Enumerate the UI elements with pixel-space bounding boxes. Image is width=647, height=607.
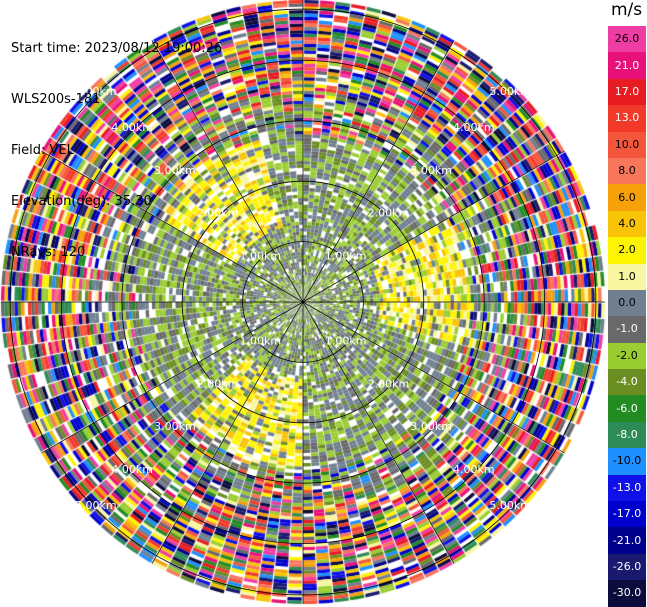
colorbar-segment: -4.0 [608,369,646,396]
colorbar-segment: 8.0 [608,157,646,185]
colorbar-tick-label: 6.0 [618,190,636,204]
range-ring-label: 4.00km [453,463,495,476]
azimuth-lines [1,0,605,604]
range-ring-label: 5.00km [75,499,117,512]
range-ring-label: 1.00km [325,249,367,262]
colorbar-tick-label: -8.0 [616,428,638,442]
range-ring-label: 4.00km [111,463,153,476]
colorbar-segment: 2.0 [608,237,646,264]
colorbar-tick-label: 10.0 [614,137,640,151]
range-ring-label: 2.00km [197,377,239,390]
colorbar-segment: -1.0 [608,316,646,343]
colorbar-segment: 26.0 [608,26,646,53]
colorbar-tick-label: -10.0 [612,454,642,468]
range-ring-label: 5.00km [75,85,117,98]
colorbar-tick-label: -6.0 [616,401,638,415]
colorbar-segment: 0.0 [608,289,646,317]
range-ring-label: 3.00km [410,164,452,177]
range-ring-label: 5.00km [489,85,531,98]
range-ring-labels: 1.00km 1.00km 1.00km 1.00km 2.00km 2.00km 2.00… [75,85,531,512]
colorbar-tick-label: 21.0 [614,58,640,72]
colorbar-tick-label: -26.0 [612,560,642,573]
instrument-name: WLS200s-181 [11,92,101,107]
colorbar-segment: 13.0 [608,105,646,132]
colorbar-segment: -2.0 [608,342,646,370]
range-ring-label: 1.00km [325,335,367,348]
range-ring-label: 3.00km [154,164,196,177]
range-ring-label: 4.00km [111,121,153,134]
colorbar-segment: 4.0 [608,210,646,238]
colorbar-tick-label: -2.0 [616,348,638,362]
colorbar-tick-label: 0.0 [618,296,636,310]
range-ring-label: 2.00km [368,207,410,220]
colorbar-tick-label: 26.0 [614,32,640,46]
range-ring-label: 4.00km [453,121,495,134]
range-ring-label: 1.00km [240,249,282,262]
colorbar-segment: 10.0 [608,131,646,158]
colorbar-tick-label: -1.0 [616,322,638,336]
velocity-colorbar: 26.0 21.0 17.0 13.0 10.0 8.0 6.0 4.0 2.0 1.0 0.0 -1… [608,26,647,607]
range-ring-label: 3.00km [410,420,452,433]
colorbar-segment: -8.0 [608,421,646,449]
range-ring-label: 3.00km [154,420,196,433]
colorbar-tick-label: -21.0 [612,533,642,547]
colorbar-tick-label: 1.0 [618,269,636,283]
colorbar-segment: -10.0 [608,448,646,475]
start-time: Start time: 2023/08/12 19:00:26 [11,41,223,56]
colorbar-segment: 21.0 [608,52,646,79]
colorbar-unit: m/s [611,0,643,20]
colorbar-tick-label: 4.0 [618,216,636,230]
field-name: Field: VEL [11,143,74,158]
azimuth-line [41,150,565,454]
colorbar-segment: 1.0 [608,263,646,290]
range-ring-label: 2.00km [368,377,410,390]
colorbar-segment: 17.0 [608,78,646,106]
range-ring-overlay: 1.00km 1.00km 1.00km 1.00km 2.00km 2.00km 2.00… [1,0,605,604]
colorbar-segment: -21.0 [608,527,646,554]
colorbar-segment: -17.0 [608,501,646,528]
colorbar-tick-label: 13.0 [614,111,640,125]
colorbar-segment: -6.0 [608,395,646,422]
colorbar-tick-label: 17.0 [614,84,640,98]
colorbar-tick-label: -17.0 [612,507,642,521]
ray-count: NRays: 120 [11,245,86,260]
scan-info: Start time: 2023/08/12 19:00:26 WLS200s-… [11,6,222,278]
colorbar-segment: 6.0 [608,184,646,211]
colorbar-tick-label: -4.0 [616,375,638,389]
colorbar-segment: -30.0 [608,580,646,607]
range-ring-label: 5.00km [489,499,531,512]
colorbar-tick-label: 2.0 [618,243,636,257]
range-ring-label: 1.00km [240,335,282,348]
colorbar-tick-label: -30.0 [612,586,642,600]
colorbar-tick-label: -13.0 [612,480,642,494]
colorbar-segment: -13.0 [608,474,646,502]
colorbar-tick-label: 8.0 [618,164,636,178]
elevation-angle: Elevation(deg): 35.30 [11,194,152,209]
range-ring-label: 2.00km [197,207,239,220]
colorbar-segment: -26.0 [608,553,646,581]
